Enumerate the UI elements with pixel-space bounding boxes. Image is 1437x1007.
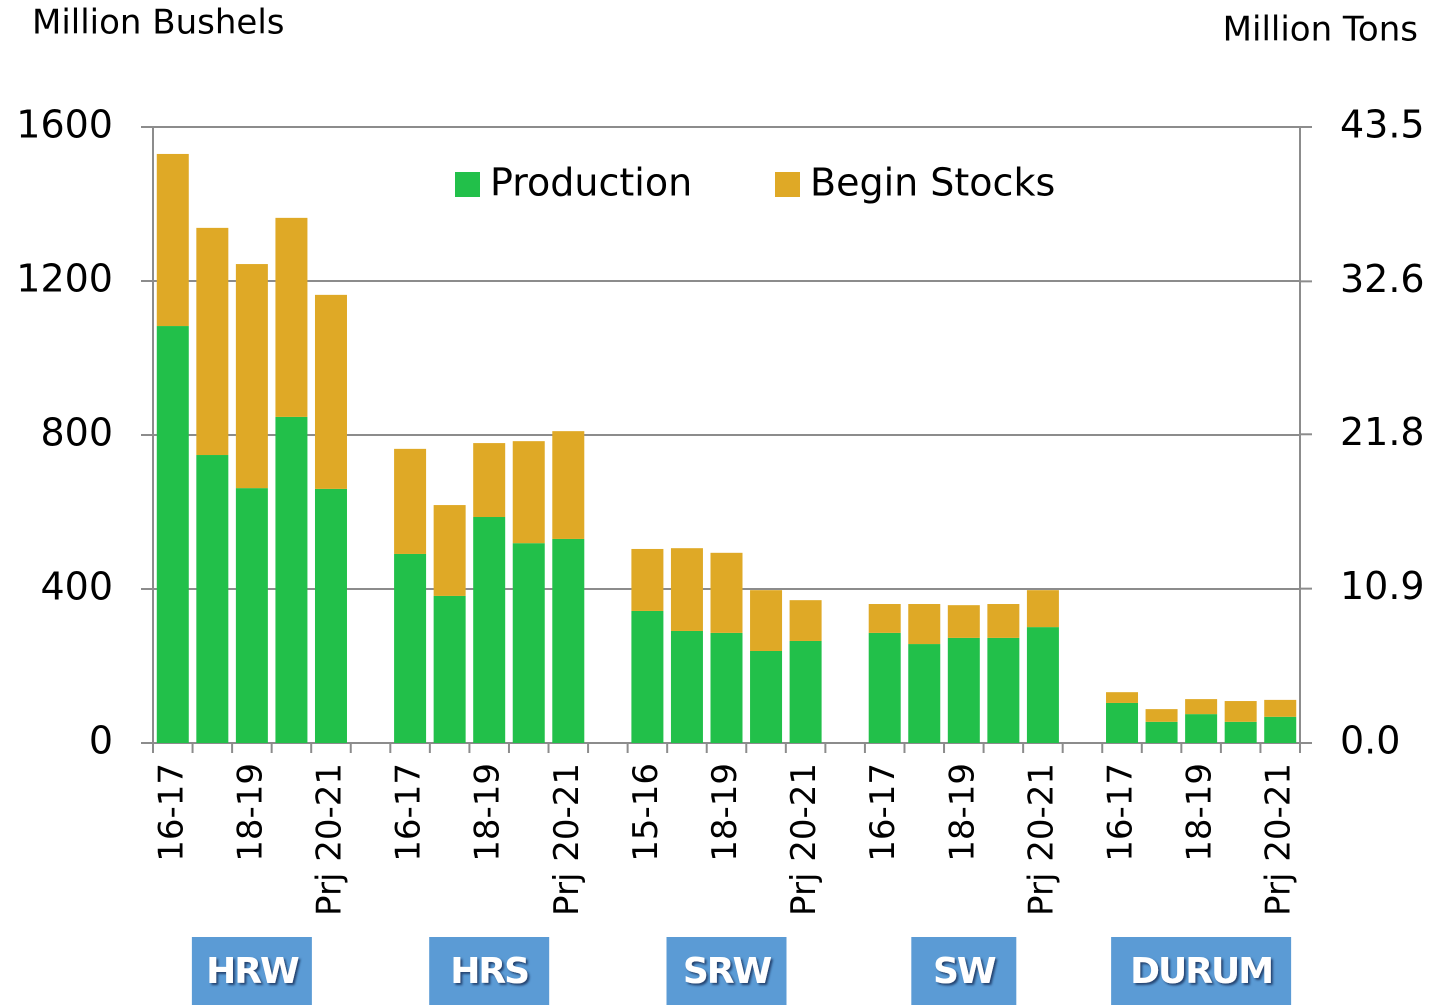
group-label-box: HRS	[429, 937, 549, 1005]
bar-segment	[1185, 699, 1217, 714]
bar-segment	[275, 218, 307, 417]
x-tick-label: 18-19	[230, 763, 270, 862]
bar-segment	[473, 517, 505, 743]
x-tick-label: 16-17	[863, 763, 903, 862]
group-label: HRS	[450, 951, 528, 992]
bar-segment	[1027, 590, 1059, 627]
bar-segment	[1027, 627, 1059, 743]
bar-segment	[790, 641, 822, 743]
x-tick-label: 18-19	[705, 763, 745, 862]
bar-segment	[434, 596, 466, 743]
y2-tick-label: 32.6	[1340, 257, 1425, 301]
group-label: SW	[933, 951, 996, 992]
bar-segment	[711, 633, 743, 743]
legend-swatch	[775, 172, 800, 197]
x-tick-label: Prj 20-21	[547, 763, 587, 916]
bar-segment	[513, 441, 545, 543]
bar-segment	[1225, 722, 1257, 743]
group-label-box: SW	[911, 937, 1016, 1005]
legend-swatch	[455, 172, 480, 197]
y-tick-label: 1600	[16, 103, 113, 147]
bar-segment	[948, 605, 980, 638]
bar-segment	[908, 604, 940, 644]
bar-segment	[196, 228, 228, 455]
bar-segment	[236, 264, 268, 488]
group-label-box: DURUM	[1111, 937, 1291, 1005]
bar-segment	[1146, 722, 1178, 743]
group-label: DURUM	[1130, 951, 1272, 992]
y-tick-label: 0	[89, 719, 113, 763]
bar-segment	[750, 590, 782, 651]
bar-segment	[869, 604, 901, 633]
x-tick-label: Prj 20-21	[1021, 763, 1061, 916]
x-tick-label: Prj 20-21	[1259, 763, 1299, 916]
legend-label: Begin Stocks	[810, 161, 1055, 205]
y2-tick-label: 43.5	[1340, 103, 1425, 147]
x-tick-label: 16-17	[389, 763, 429, 862]
bar-segment	[750, 651, 782, 743]
bar-segment	[157, 326, 189, 743]
group-label-box: SRW	[667, 937, 787, 1005]
bar-segment	[1185, 714, 1217, 743]
y2-tick-label: 10.9	[1340, 564, 1425, 608]
bar-segment	[315, 295, 347, 489]
bar-segment	[157, 154, 189, 326]
x-tick-label: 16-17	[151, 763, 191, 862]
x-tick-label: 18-19	[468, 763, 508, 862]
bar-segment	[987, 604, 1019, 638]
x-tick-label: 16-17	[1101, 763, 1141, 862]
bar-segment	[908, 644, 940, 743]
y2-tick-label: 0.0	[1340, 719, 1400, 763]
y-tick-label: 400	[40, 565, 113, 609]
bar-segment	[315, 489, 347, 743]
x-tick-label: Prj 20-21	[784, 763, 824, 916]
y2-axis-title: Million Tons	[1223, 10, 1418, 50]
bar-segment	[631, 611, 663, 743]
group-label: HRW	[206, 951, 299, 992]
bar-segment	[236, 488, 268, 743]
bar-segment	[1225, 701, 1257, 722]
bar-segment	[1106, 703, 1138, 743]
bar-segment	[196, 455, 228, 743]
group-label: SRW	[683, 951, 772, 992]
bar-segment	[1264, 717, 1296, 743]
legend-label: Production	[490, 161, 692, 205]
bar-segment	[552, 539, 584, 743]
y-tick-label: 800	[40, 411, 113, 455]
bar-segment	[513, 543, 545, 743]
bar-segment	[434, 505, 466, 596]
bar-segment	[869, 633, 901, 743]
x-tick-label: 18-19	[942, 763, 982, 862]
x-tick-label: 15-16	[626, 763, 666, 862]
bar-segment	[473, 443, 505, 517]
bar-segment	[631, 549, 663, 611]
bar-segment	[671, 548, 703, 631]
y-tick-label: 1200	[16, 257, 113, 301]
bar-segment	[552, 431, 584, 539]
bar-segment	[790, 600, 822, 641]
bar-segment	[394, 449, 426, 554]
x-tick-label: 18-19	[1180, 763, 1220, 862]
bar-segment	[948, 638, 980, 743]
bar-segment	[275, 417, 307, 743]
bar-segment	[1264, 700, 1296, 717]
bar-segment	[987, 638, 1019, 743]
bar-segment	[1146, 709, 1178, 722]
y2-tick-label: 21.8	[1340, 410, 1425, 454]
bar-segment	[711, 553, 743, 633]
y-axis-title: Million Bushels	[32, 3, 285, 43]
bar-segment	[671, 631, 703, 743]
x-tick-label: Prj 20-21	[309, 763, 349, 916]
chart: Million Bushels Million Tons 0 400 800 1200…	[0, 0, 1437, 1007]
bar-segment	[1106, 692, 1138, 703]
bar-segment	[394, 554, 426, 743]
group-label-box: HRW	[192, 937, 312, 1005]
